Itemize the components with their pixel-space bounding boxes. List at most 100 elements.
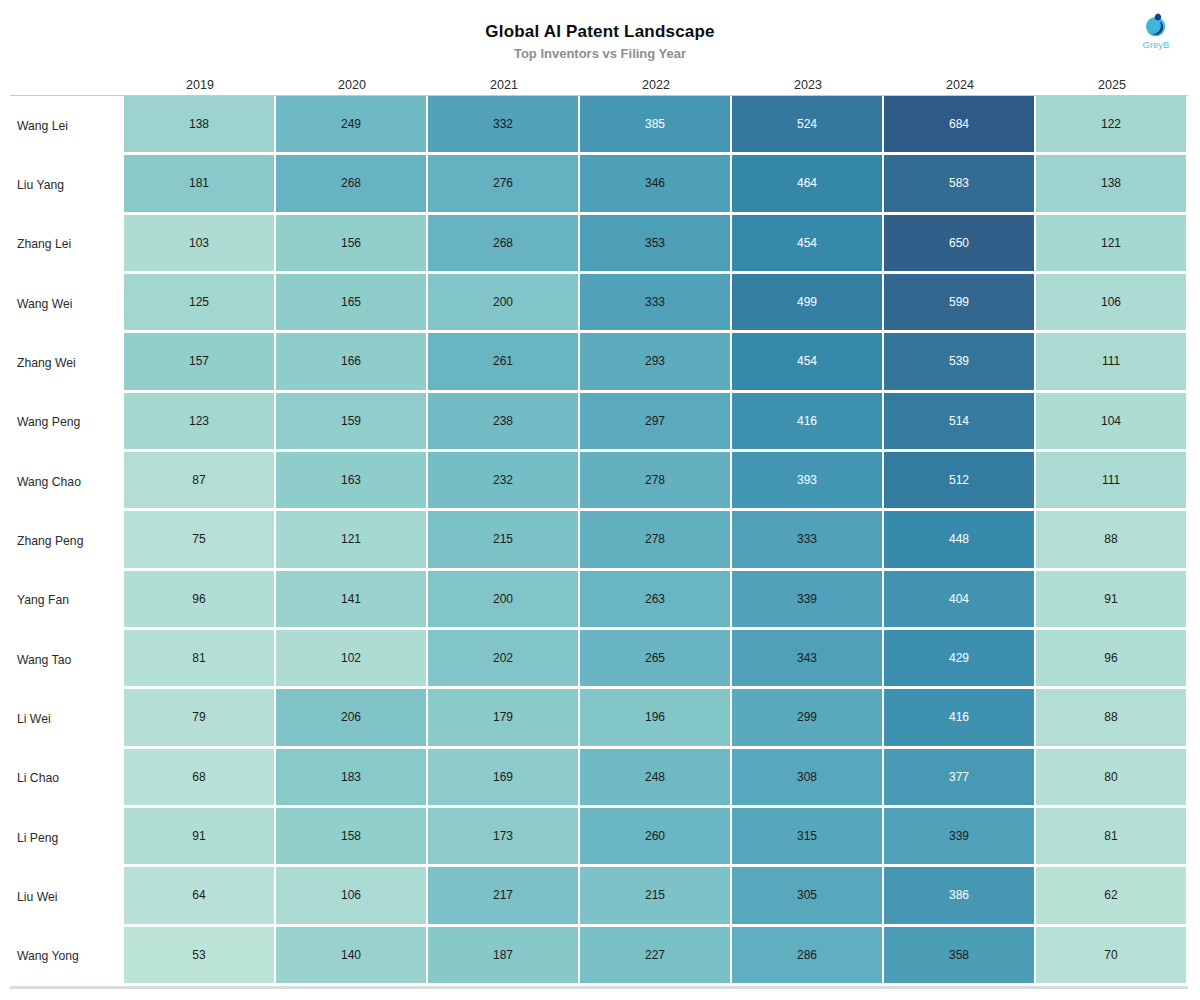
heatmap-cell[interactable]: 157 — [124, 333, 276, 392]
heatmap-cell[interactable]: 104 — [1036, 393, 1188, 452]
heatmap-cell[interactable]: 358 — [884, 927, 1036, 986]
heatmap-cell[interactable]: 343 — [732, 630, 884, 689]
heatmap-cell[interactable]: 121 — [276, 511, 428, 570]
heatmap-cell[interactable]: 165 — [276, 274, 428, 333]
heatmap-cell[interactable]: 227 — [580, 927, 732, 986]
heatmap-cell[interactable]: 68 — [124, 749, 276, 808]
heatmap-cell[interactable]: 53 — [124, 927, 276, 986]
heatmap-cell[interactable]: 200 — [428, 274, 580, 333]
heatmap-cell[interactable]: 106 — [276, 867, 428, 926]
heatmap-cell[interactable]: 91 — [124, 808, 276, 867]
heatmap-cell[interactable]: 96 — [124, 571, 276, 630]
heatmap-cell[interactable]: 448 — [884, 511, 1036, 570]
heatmap-cell[interactable]: 173 — [428, 808, 580, 867]
heatmap-cell[interactable]: 138 — [124, 96, 276, 155]
heatmap-cell[interactable]: 278 — [580, 511, 732, 570]
heatmap-cell[interactable]: 454 — [732, 333, 884, 392]
heatmap-cell[interactable]: 111 — [1036, 333, 1188, 392]
heatmap-cell[interactable]: 179 — [428, 689, 580, 748]
heatmap-cell[interactable]: 333 — [580, 274, 732, 333]
heatmap-cell[interactable]: 249 — [276, 96, 428, 155]
heatmap-cell[interactable]: 202 — [428, 630, 580, 689]
heatmap-cell[interactable]: 293 — [580, 333, 732, 392]
heatmap-cell[interactable]: 248 — [580, 749, 732, 808]
heatmap-cell[interactable]: 62 — [1036, 867, 1188, 926]
heatmap-cell[interactable]: 183 — [276, 749, 428, 808]
heatmap-cell[interactable]: 156 — [276, 215, 428, 274]
heatmap-cell[interactable]: 339 — [732, 571, 884, 630]
heatmap-cell[interactable]: 276 — [428, 155, 580, 214]
heatmap-cell[interactable]: 103 — [124, 215, 276, 274]
heatmap-cell[interactable]: 261 — [428, 333, 580, 392]
heatmap-cell[interactable]: 454 — [732, 215, 884, 274]
heatmap-cell[interactable]: 88 — [1036, 511, 1188, 570]
heatmap-cell[interactable]: 141 — [276, 571, 428, 630]
heatmap-cell[interactable]: 64 — [124, 867, 276, 926]
heatmap-cell[interactable]: 332 — [428, 96, 580, 155]
heatmap-cell[interactable]: 215 — [428, 511, 580, 570]
heatmap-cell[interactable]: 308 — [732, 749, 884, 808]
heatmap-cell[interactable]: 404 — [884, 571, 1036, 630]
heatmap-cell[interactable]: 96 — [1036, 630, 1188, 689]
heatmap-cell[interactable]: 650 — [884, 215, 1036, 274]
heatmap-cell[interactable]: 684 — [884, 96, 1036, 155]
heatmap-cell[interactable]: 238 — [428, 393, 580, 452]
heatmap-cell[interactable]: 429 — [884, 630, 1036, 689]
heatmap-cell[interactable]: 111 — [1036, 452, 1188, 511]
heatmap-cell[interactable]: 386 — [884, 867, 1036, 926]
heatmap-cell[interactable]: 278 — [580, 452, 732, 511]
heatmap-cell[interactable]: 87 — [124, 452, 276, 511]
heatmap-cell[interactable]: 206 — [276, 689, 428, 748]
heatmap-cell[interactable]: 123 — [124, 393, 276, 452]
heatmap-cell[interactable]: 80 — [1036, 749, 1188, 808]
heatmap-cell[interactable]: 512 — [884, 452, 1036, 511]
heatmap-cell[interactable]: 315 — [732, 808, 884, 867]
heatmap-cell[interactable]: 260 — [580, 808, 732, 867]
heatmap-cell[interactable]: 353 — [580, 215, 732, 274]
heatmap-cell[interactable]: 514 — [884, 393, 1036, 452]
heatmap-cell[interactable]: 79 — [124, 689, 276, 748]
heatmap-cell[interactable]: 286 — [732, 927, 884, 986]
heatmap-cell[interactable]: 416 — [884, 689, 1036, 748]
heatmap-cell[interactable]: 215 — [580, 867, 732, 926]
heatmap-cell[interactable]: 499 — [732, 274, 884, 333]
heatmap-cell[interactable]: 187 — [428, 927, 580, 986]
heatmap-cell[interactable]: 181 — [124, 155, 276, 214]
heatmap-cell[interactable]: 81 — [124, 630, 276, 689]
heatmap-cell[interactable]: 416 — [732, 393, 884, 452]
heatmap-cell[interactable]: 385 — [580, 96, 732, 155]
heatmap-cell[interactable]: 524 — [732, 96, 884, 155]
heatmap-cell[interactable]: 200 — [428, 571, 580, 630]
heatmap-cell[interactable]: 297 — [580, 393, 732, 452]
heatmap-cell[interactable]: 305 — [732, 867, 884, 926]
heatmap-cell[interactable]: 263 — [580, 571, 732, 630]
heatmap-cell[interactable]: 140 — [276, 927, 428, 986]
heatmap-cell[interactable]: 91 — [1036, 571, 1188, 630]
heatmap-cell[interactable]: 268 — [276, 155, 428, 214]
heatmap-cell[interactable]: 217 — [428, 867, 580, 926]
heatmap-cell[interactable]: 265 — [580, 630, 732, 689]
heatmap-cell[interactable]: 339 — [884, 808, 1036, 867]
heatmap-cell[interactable]: 159 — [276, 393, 428, 452]
heatmap-cell[interactable]: 81 — [1036, 808, 1188, 867]
heatmap-cell[interactable]: 464 — [732, 155, 884, 214]
heatmap-cell[interactable]: 583 — [884, 155, 1036, 214]
heatmap-cell[interactable]: 166 — [276, 333, 428, 392]
heatmap-cell[interactable]: 75 — [124, 511, 276, 570]
heatmap-cell[interactable]: 121 — [1036, 215, 1188, 274]
heatmap-cell[interactable]: 122 — [1036, 96, 1188, 155]
heatmap-cell[interactable]: 196 — [580, 689, 732, 748]
heatmap-cell[interactable]: 163 — [276, 452, 428, 511]
heatmap-cell[interactable]: 268 — [428, 215, 580, 274]
heatmap-cell[interactable]: 393 — [732, 452, 884, 511]
heatmap-cell[interactable]: 88 — [1036, 689, 1188, 748]
heatmap-cell[interactable]: 232 — [428, 452, 580, 511]
heatmap-cell[interactable]: 158 — [276, 808, 428, 867]
heatmap-cell[interactable]: 539 — [884, 333, 1036, 392]
heatmap-cell[interactable]: 333 — [732, 511, 884, 570]
heatmap-cell[interactable]: 70 — [1036, 927, 1188, 986]
heatmap-cell[interactable]: 106 — [1036, 274, 1188, 333]
heatmap-cell[interactable]: 125 — [124, 274, 276, 333]
heatmap-cell[interactable]: 138 — [1036, 155, 1188, 214]
heatmap-cell[interactable]: 169 — [428, 749, 580, 808]
